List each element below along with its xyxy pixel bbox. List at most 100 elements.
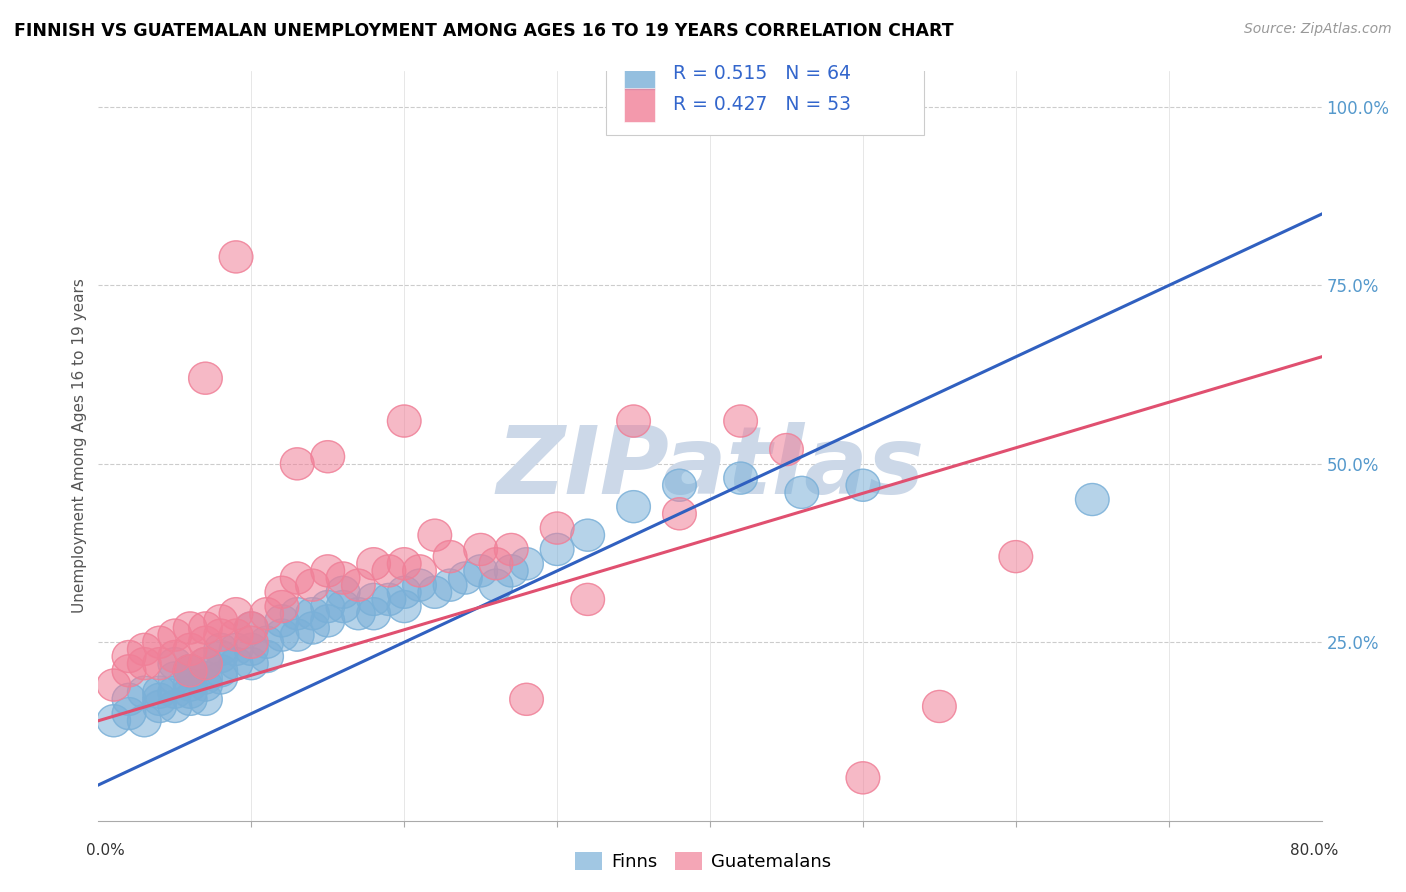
Ellipse shape: [173, 683, 207, 715]
Ellipse shape: [173, 612, 207, 644]
Legend: Finns, Guatemalans: Finns, Guatemalans: [568, 845, 838, 879]
Ellipse shape: [388, 591, 420, 623]
Ellipse shape: [204, 605, 238, 637]
Ellipse shape: [188, 648, 222, 680]
Ellipse shape: [295, 612, 329, 644]
Ellipse shape: [280, 598, 314, 630]
Ellipse shape: [662, 498, 696, 530]
Ellipse shape: [1000, 541, 1032, 573]
Ellipse shape: [433, 569, 467, 601]
Ellipse shape: [128, 705, 162, 737]
Ellipse shape: [204, 640, 238, 673]
Ellipse shape: [173, 655, 207, 687]
Ellipse shape: [326, 562, 360, 594]
Ellipse shape: [173, 655, 207, 687]
Ellipse shape: [449, 562, 482, 594]
Ellipse shape: [219, 598, 253, 630]
Ellipse shape: [143, 690, 176, 723]
Text: Source: ZipAtlas.com: Source: ZipAtlas.com: [1244, 22, 1392, 37]
Ellipse shape: [219, 648, 253, 680]
Ellipse shape: [219, 633, 253, 665]
Ellipse shape: [188, 662, 222, 694]
Text: R = 0.515   N = 64: R = 0.515 N = 64: [673, 63, 852, 83]
Ellipse shape: [846, 762, 880, 794]
Ellipse shape: [235, 626, 269, 658]
Ellipse shape: [342, 569, 375, 601]
Ellipse shape: [662, 469, 696, 501]
Ellipse shape: [219, 241, 253, 273]
Ellipse shape: [143, 648, 176, 680]
Ellipse shape: [373, 583, 406, 615]
Ellipse shape: [342, 598, 375, 630]
Ellipse shape: [188, 362, 222, 394]
Ellipse shape: [479, 569, 513, 601]
Ellipse shape: [402, 555, 436, 587]
Ellipse shape: [97, 669, 131, 701]
Ellipse shape: [266, 576, 298, 608]
Y-axis label: Unemployment Among Ages 16 to 19 years: Unemployment Among Ages 16 to 19 years: [72, 278, 87, 614]
Ellipse shape: [128, 633, 162, 665]
Ellipse shape: [510, 548, 543, 580]
Ellipse shape: [418, 576, 451, 608]
Ellipse shape: [204, 633, 238, 665]
Text: 80.0%: 80.0%: [1291, 843, 1339, 858]
Ellipse shape: [157, 640, 191, 673]
Ellipse shape: [540, 533, 574, 566]
Ellipse shape: [112, 698, 146, 730]
Ellipse shape: [266, 605, 298, 637]
Ellipse shape: [617, 491, 651, 523]
Ellipse shape: [157, 662, 191, 694]
Ellipse shape: [571, 583, 605, 615]
Ellipse shape: [157, 648, 191, 680]
Ellipse shape: [250, 626, 284, 658]
Ellipse shape: [479, 548, 513, 580]
Ellipse shape: [250, 598, 284, 630]
Ellipse shape: [571, 519, 605, 551]
Ellipse shape: [112, 683, 146, 715]
FancyBboxPatch shape: [606, 60, 924, 135]
Ellipse shape: [235, 612, 269, 644]
Ellipse shape: [388, 405, 420, 437]
Text: R = 0.427   N = 53: R = 0.427 N = 53: [673, 95, 852, 114]
Ellipse shape: [495, 555, 529, 587]
Ellipse shape: [464, 555, 498, 587]
Ellipse shape: [1076, 483, 1109, 516]
Text: 0.0%: 0.0%: [86, 843, 125, 858]
Ellipse shape: [188, 612, 222, 644]
Ellipse shape: [188, 669, 222, 701]
FancyBboxPatch shape: [624, 87, 655, 121]
Ellipse shape: [157, 619, 191, 651]
Ellipse shape: [235, 648, 269, 680]
Ellipse shape: [143, 676, 176, 708]
Ellipse shape: [510, 683, 543, 715]
Ellipse shape: [97, 705, 131, 737]
Ellipse shape: [280, 448, 314, 480]
Ellipse shape: [128, 648, 162, 680]
Ellipse shape: [173, 655, 207, 687]
Ellipse shape: [235, 612, 269, 644]
Ellipse shape: [112, 655, 146, 687]
Ellipse shape: [540, 512, 574, 544]
Ellipse shape: [128, 676, 162, 708]
Ellipse shape: [266, 591, 298, 623]
Ellipse shape: [143, 626, 176, 658]
Ellipse shape: [922, 690, 956, 723]
Ellipse shape: [188, 626, 222, 658]
Ellipse shape: [173, 676, 207, 708]
Ellipse shape: [311, 555, 344, 587]
Ellipse shape: [173, 633, 207, 665]
Ellipse shape: [204, 619, 238, 651]
Ellipse shape: [357, 598, 391, 630]
Ellipse shape: [724, 462, 758, 494]
Ellipse shape: [266, 619, 298, 651]
Ellipse shape: [204, 662, 238, 694]
Ellipse shape: [785, 476, 818, 508]
Text: FINNISH VS GUATEMALAN UNEMPLOYMENT AMONG AGES 16 TO 19 YEARS CORRELATION CHART: FINNISH VS GUATEMALAN UNEMPLOYMENT AMONG…: [14, 22, 953, 40]
Ellipse shape: [846, 469, 880, 501]
Ellipse shape: [188, 683, 222, 715]
Ellipse shape: [157, 690, 191, 723]
Ellipse shape: [373, 555, 406, 587]
Text: ZIPatlas: ZIPatlas: [496, 423, 924, 515]
Ellipse shape: [157, 676, 191, 708]
Ellipse shape: [311, 591, 344, 623]
